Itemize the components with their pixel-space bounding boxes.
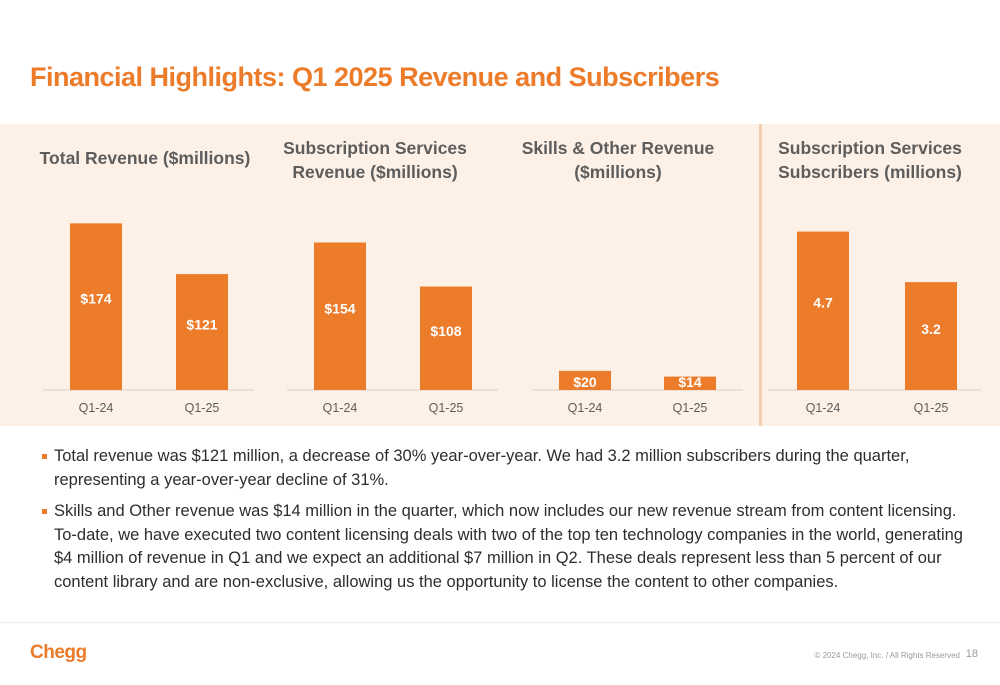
chart-title-line: Subscribers (millions)	[778, 162, 962, 182]
chegg-logo: Chegg	[30, 642, 87, 663]
section-divider	[759, 124, 762, 426]
bar-data-label: $154	[324, 300, 355, 316]
x-tick-label: Q1-25	[429, 401, 464, 415]
page-title: Financial Highlights: Q1 2025 Revenue an…	[30, 62, 720, 92]
bullet-item: Skills and Other revenue was $14 million…	[42, 500, 982, 594]
chart-title-line: ($millions)	[574, 162, 662, 182]
bullet-marker	[42, 509, 47, 514]
chart-title-subscription-revenue: Subscription Services Revenue ($millions)	[260, 136, 490, 184]
x-tick-label: Q1-24	[568, 401, 603, 415]
bar	[70, 223, 122, 390]
x-tick-label: Q1-24	[806, 401, 841, 415]
bar	[420, 286, 472, 390]
bar-data-label: 4.7	[813, 295, 833, 311]
bar-data-label: $121	[186, 317, 217, 333]
x-tick-label: Q1-24	[79, 401, 114, 415]
chart-title-line: Subscription Services	[283, 138, 467, 158]
bullet-text: Total revenue was $121 million, a decrea…	[54, 447, 910, 489]
bar-data-label: $14	[678, 374, 702, 390]
chart-title-line: Revenue ($millions)	[292, 162, 458, 182]
bullet-item: Total revenue was $121 million, a decrea…	[42, 445, 982, 492]
chart-title-line: Total Revenue ($millions)	[39, 148, 251, 168]
chart-title-total-revenue: Total Revenue ($millions)	[20, 146, 270, 170]
bar-data-label: $20	[573, 374, 597, 390]
bar-data-label: 3.2	[921, 321, 941, 337]
chart-title-skills-revenue: Skills & Other Revenue ($millions)	[503, 136, 733, 184]
x-tick-label: Q1-25	[914, 401, 949, 415]
bar	[905, 282, 957, 390]
bar-data-label: $108	[430, 323, 461, 339]
bullet-marker	[42, 454, 47, 459]
bar-data-label: $174	[80, 290, 111, 306]
bar	[176, 274, 228, 390]
bullet-list: Total revenue was $121 million, a decrea…	[42, 445, 982, 602]
page-number: 18	[965, 648, 978, 660]
x-tick-label: Q1-24	[323, 401, 358, 415]
bar	[797, 231, 849, 390]
bar	[664, 376, 716, 390]
bullet-text: Skills and Other revenue was $14 million…	[54, 502, 963, 591]
copyright-text: © 2024 Chegg, Inc. / All Rights Reserved	[814, 651, 960, 660]
chart-title-line: Subscription Services	[778, 138, 962, 158]
footer-divider	[0, 622, 1000, 623]
chart-title-line: Skills & Other Revenue	[521, 138, 715, 158]
chart-title-subscribers: Subscription Services Subscribers (millio…	[755, 136, 985, 184]
bar	[559, 370, 611, 390]
bar	[314, 242, 366, 390]
x-tick-label: Q1-25	[673, 401, 708, 415]
bar-charts: $174 Q1-24 $121 Q1-25 $154 Q1-24 $108 Q1-25 $20 Q…	[43, 223, 981, 415]
x-tick-label: Q1-25	[185, 401, 220, 415]
